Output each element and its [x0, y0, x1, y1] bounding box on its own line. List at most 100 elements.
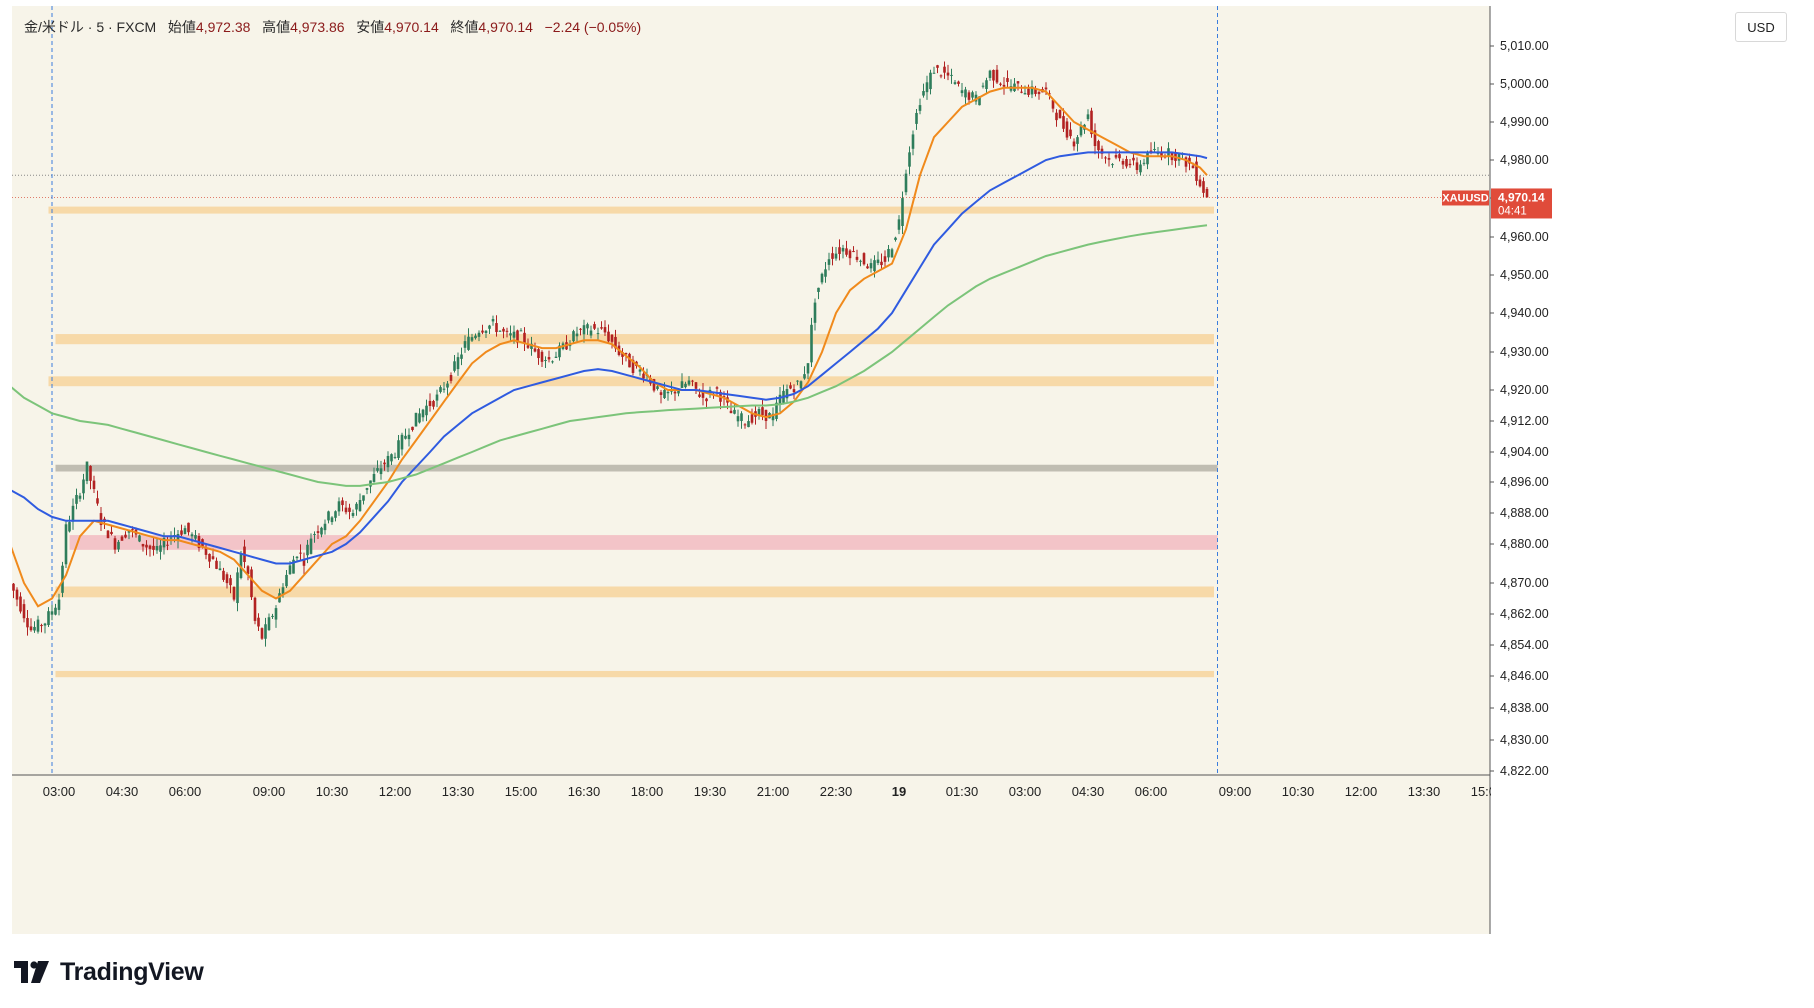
candle-body: [166, 544, 169, 546]
candle-body: [957, 81, 960, 84]
candle-body: [600, 327, 603, 329]
price-tick-label: 5,000.00: [1500, 77, 1549, 91]
candle-body: [421, 409, 425, 418]
candle-body: [715, 387, 719, 389]
candle-body: [887, 248, 890, 258]
price-tick-label: 5,010.00: [1500, 39, 1549, 53]
candle-body: [295, 556, 299, 559]
candle-body: [106, 530, 110, 539]
candle-body: [1027, 88, 1030, 95]
time-tick-label: 04:30: [106, 784, 139, 799]
candle-body: [698, 394, 701, 397]
candle-body: [474, 335, 477, 339]
candle-body: [680, 381, 684, 388]
tradingview-logo-icon: [14, 961, 49, 983]
candle-body: [526, 345, 530, 348]
candle-body: [740, 413, 743, 421]
candle-body: [663, 389, 666, 399]
candle-body: [222, 570, 225, 580]
candle-body: [939, 75, 943, 77]
candle-body: [1090, 110, 1093, 135]
candle-body: [463, 341, 467, 348]
candle-body: [519, 330, 523, 332]
price-tick-label: 4,862.00: [1500, 607, 1549, 621]
price-tick-label: 4,838.00: [1500, 701, 1549, 715]
candle-body: [253, 597, 257, 621]
candle-body: [337, 501, 341, 512]
candle-body: [1104, 157, 1107, 159]
candle-body: [862, 253, 866, 265]
candle-body: [673, 391, 677, 394]
candle-body: [404, 435, 407, 439]
candle-body: [204, 548, 208, 555]
time-tick-label: 22:30: [820, 784, 853, 799]
candle-body: [43, 623, 47, 626]
candle-body: [817, 287, 820, 292]
candle-body: [1065, 121, 1069, 138]
time-tick-label: 16:30: [568, 784, 601, 799]
candle-body: [1205, 188, 1209, 198]
candle-body: [467, 336, 470, 350]
chart-area[interactable]: 5,010.005,000.004,990.004,980.004,970.00…: [12, 6, 1808, 934]
candle-body: [778, 394, 782, 404]
candle-body: [1016, 81, 1020, 84]
change-value: −2.24 (−0.05%): [544, 19, 642, 35]
candle-body: [848, 250, 852, 259]
candle-body: [908, 152, 911, 167]
low-value: 4,970.14: [384, 19, 439, 35]
candle-body: [351, 513, 355, 516]
countdown-label: 04:41: [1498, 205, 1527, 217]
candle-body: [540, 351, 544, 362]
candle-body: [113, 538, 117, 550]
candle-body: [1086, 114, 1090, 120]
time-tick-label: 01:30: [946, 784, 979, 799]
candle-body: [1037, 91, 1041, 95]
candle-body: [572, 331, 575, 342]
last-price-label: 4,970.14: [1498, 190, 1545, 204]
candle-body: [320, 527, 323, 535]
close-value: 4,970.14: [478, 19, 533, 35]
candle-body: [1107, 157, 1111, 160]
time-tick-label: 21:00: [757, 784, 790, 799]
candle-body: [302, 559, 306, 566]
candle-body: [1153, 148, 1156, 151]
candle-body: [162, 537, 166, 548]
currency-button[interactable]: USD: [1735, 12, 1787, 42]
candle-body: [71, 505, 75, 522]
candle-body: [880, 261, 883, 266]
candle-body: [530, 343, 533, 349]
candle-body: [1132, 157, 1135, 161]
candle-body: [516, 330, 519, 343]
candle-body: [904, 173, 908, 193]
candle-body: [355, 503, 358, 510]
candle-body: [628, 353, 631, 368]
candle-body: [589, 330, 593, 336]
candle-body: [1055, 112, 1058, 121]
candle-body: [1069, 129, 1072, 137]
candle-body: [120, 536, 124, 541]
candle-body: [78, 495, 82, 499]
candles-group: [12, 61, 1209, 647]
candle-body: [859, 260, 862, 262]
candle-body: [89, 465, 92, 481]
candle-body: [323, 523, 327, 531]
close-label: 終値: [450, 19, 479, 35]
price-chart[interactable]: 5,010.005,000.004,990.004,980.004,970.00…: [12, 6, 1808, 934]
candle-body: [691, 380, 694, 382]
candle-body: [278, 593, 281, 603]
time-tick-label: 10:30: [316, 784, 349, 799]
price-tick-label: 4,904.00: [1500, 445, 1549, 459]
price-tick-label: 4,990.00: [1500, 115, 1549, 129]
candle-body: [1146, 151, 1149, 165]
candle-body: [453, 361, 456, 371]
candle-body: [257, 617, 260, 627]
tradingview-logo[interactable]: TradingView: [14, 954, 204, 990]
zone-band: [55, 586, 1214, 598]
candle-body: [1125, 159, 1128, 167]
candle-body: [876, 259, 880, 264]
high-label: 高値: [262, 19, 291, 35]
candle-body: [554, 356, 558, 358]
candle-body: [1051, 100, 1055, 109]
candle-body: [834, 253, 838, 259]
price-tick-label: 4,950.00: [1500, 268, 1549, 282]
